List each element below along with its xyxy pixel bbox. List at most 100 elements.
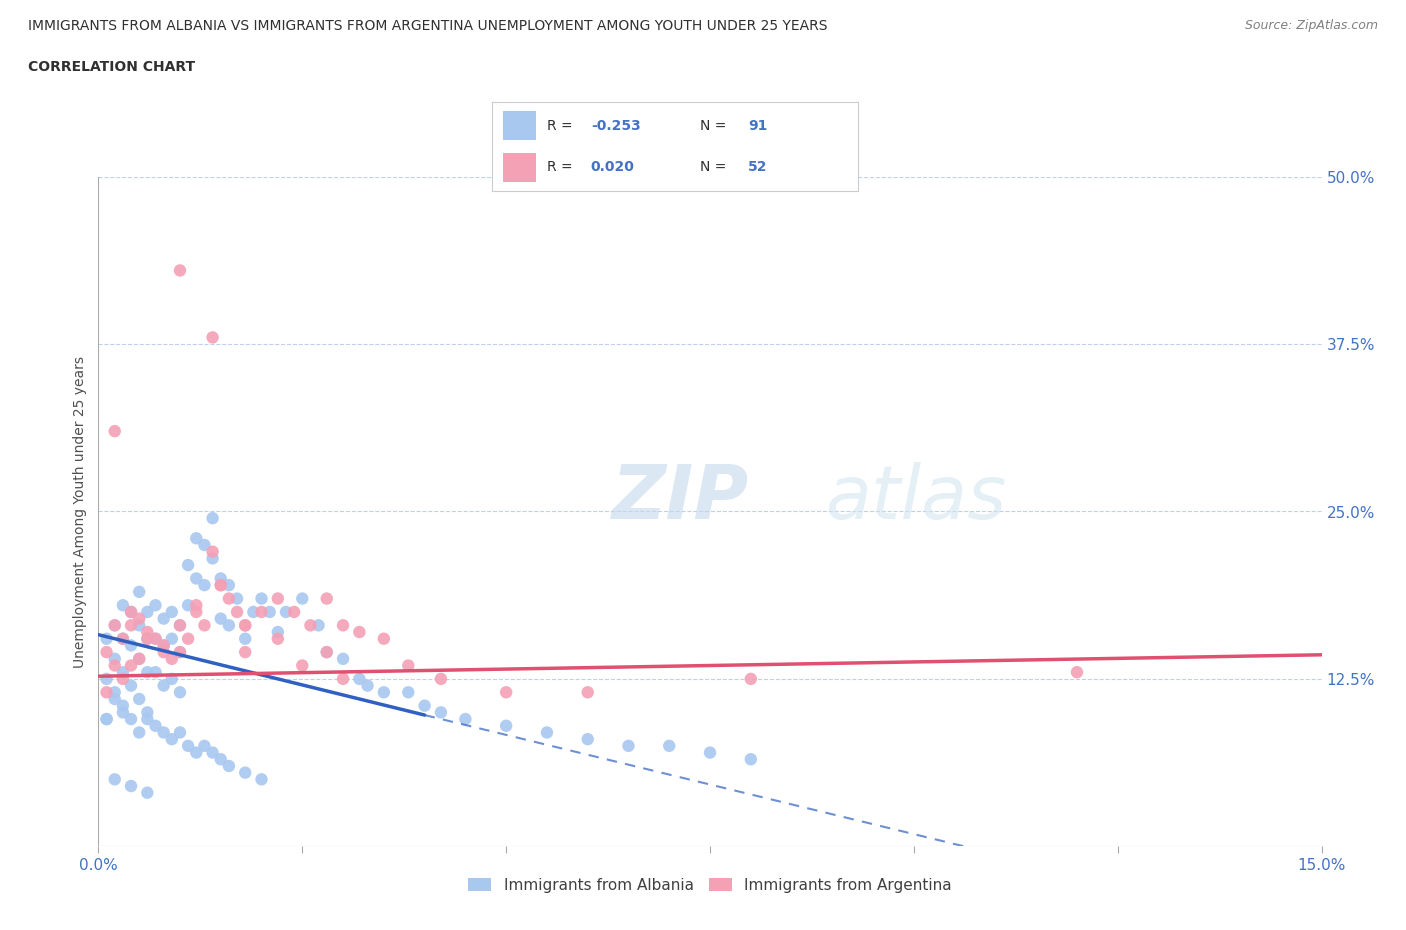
Point [104, 692, 127, 707]
Point [104, 651, 127, 666]
Point [128, 584, 150, 599]
Point [250, 591, 273, 606]
Point [186, 745, 208, 760]
Point [454, 711, 477, 726]
Point [233, 618, 256, 632]
Point [169, 263, 191, 278]
Point [128, 611, 150, 626]
Point [658, 738, 681, 753]
Point [218, 618, 240, 632]
Point [96, 631, 118, 646]
Point [145, 718, 167, 733]
Point [218, 591, 240, 606]
Point [152, 644, 174, 659]
Text: R =: R = [547, 119, 572, 133]
Point [193, 738, 215, 753]
Point [160, 732, 183, 747]
Point [104, 618, 127, 632]
Point [373, 631, 395, 646]
Point [291, 591, 314, 606]
Point [193, 538, 215, 552]
Text: IMMIGRANTS FROM ALBANIA VS IMMIGRANTS FROM ARGENTINA UNEMPLOYMENT AMONG YOUTH UN: IMMIGRANTS FROM ALBANIA VS IMMIGRANTS FR… [28, 19, 828, 33]
Point [283, 604, 305, 619]
Point [349, 625, 371, 640]
Point [104, 618, 127, 632]
Y-axis label: Unemployment Among Youth under 25 years: Unemployment Among Youth under 25 years [73, 355, 87, 668]
Point [128, 725, 150, 740]
Point [111, 598, 134, 613]
Point [242, 604, 264, 619]
Point [233, 644, 256, 659]
Point [120, 604, 142, 619]
Point [430, 671, 453, 686]
Point [128, 651, 150, 666]
Point [233, 631, 256, 646]
Point [699, 745, 721, 760]
Point [495, 718, 517, 733]
Point [308, 618, 330, 632]
Point [169, 618, 191, 632]
Point [145, 598, 167, 613]
Point [315, 644, 337, 659]
Point [201, 330, 224, 345]
Point [209, 578, 232, 592]
Point [111, 698, 134, 713]
Point [233, 765, 256, 780]
Point [145, 631, 167, 646]
Point [160, 651, 183, 666]
Point [209, 571, 232, 586]
Legend: Immigrants from Albania, Immigrants from Argentina: Immigrants from Albania, Immigrants from… [463, 871, 957, 899]
Point [740, 671, 762, 686]
Point [120, 618, 142, 632]
Point [145, 665, 167, 680]
Point [145, 631, 167, 646]
Point [136, 785, 159, 800]
Point [413, 698, 436, 713]
Point [356, 678, 378, 693]
Point [96, 684, 118, 699]
Text: 0.020: 0.020 [591, 160, 634, 174]
Point [136, 625, 159, 640]
Point [267, 591, 290, 606]
Point [96, 711, 118, 726]
Point [169, 644, 191, 659]
Point [576, 732, 599, 747]
Point [332, 651, 354, 666]
Point [128, 692, 150, 707]
Text: N =: N = [700, 160, 727, 174]
Point [120, 638, 142, 653]
Point [315, 644, 337, 659]
Point [111, 631, 134, 646]
Point [136, 705, 159, 720]
Point [152, 611, 174, 626]
Point [396, 684, 419, 699]
Point [120, 711, 142, 726]
Text: 91: 91 [748, 119, 768, 133]
Point [209, 611, 232, 626]
Point [177, 558, 200, 573]
Point [111, 631, 134, 646]
Text: ZIP: ZIP [612, 461, 749, 535]
Point [128, 618, 150, 632]
Point [160, 671, 183, 686]
Point [111, 671, 134, 686]
Point [267, 625, 290, 640]
Point [315, 591, 337, 606]
Point [617, 738, 640, 753]
Point [1066, 665, 1088, 680]
FancyBboxPatch shape [503, 112, 536, 140]
Point [136, 604, 159, 619]
Text: Source: ZipAtlas.com: Source: ZipAtlas.com [1244, 19, 1378, 32]
Point [177, 738, 200, 753]
Point [152, 678, 174, 693]
Point [169, 684, 191, 699]
Point [111, 665, 134, 680]
Point [120, 678, 142, 693]
Point [120, 604, 142, 619]
Point [177, 631, 200, 646]
Point [576, 684, 599, 699]
Point [177, 598, 200, 613]
Point [169, 644, 191, 659]
Point [186, 571, 208, 586]
Point [250, 604, 273, 619]
